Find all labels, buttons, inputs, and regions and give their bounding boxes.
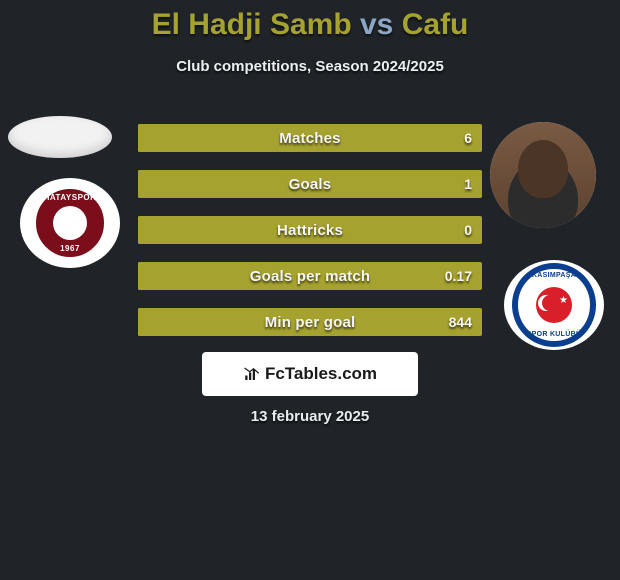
kasimpasa-badge: KASIMPAŞA SPOR KULÜBÜ bbox=[512, 263, 596, 347]
bar-value: 0 bbox=[464, 216, 472, 244]
page-title: El Hadji Samb vs Cafu bbox=[0, 0, 620, 42]
subtitle: Club competitions, Season 2024/2025 bbox=[0, 58, 620, 75]
chart-bars-icon bbox=[243, 365, 261, 383]
bar-value: 1 bbox=[464, 170, 472, 198]
player-photo-placeholder bbox=[490, 122, 596, 228]
watermark: FcTables.com bbox=[202, 352, 418, 396]
player1-name: El Hadji Samb bbox=[152, 8, 352, 41]
club2-name-top: KASIMPAŞA bbox=[518, 272, 590, 279]
bar-label: Min per goal bbox=[138, 308, 482, 336]
hatayspor-badge: HATAYSPOR 1967 bbox=[28, 181, 112, 265]
stat-bar: Matches6 bbox=[138, 124, 482, 152]
stat-bars: Matches6Goals1Hattricks0Goals per match0… bbox=[138, 124, 482, 354]
club1-year: 1967 bbox=[36, 244, 104, 253]
player2-club-badge: KASIMPAŞA SPOR KULÜBÜ bbox=[504, 260, 604, 350]
stat-bar: Goals1 bbox=[138, 170, 482, 198]
watermark-text: FcTables.com bbox=[265, 364, 377, 384]
club1-name: HATAYSPOR bbox=[36, 193, 104, 202]
player1-avatar bbox=[8, 116, 112, 158]
badge-inner-circle bbox=[53, 206, 87, 240]
stat-bar: Min per goal844 bbox=[138, 308, 482, 336]
player2-avatar bbox=[490, 122, 596, 228]
stat-bar: Goals per match0.17 bbox=[138, 262, 482, 290]
bar-label: Goals per match bbox=[138, 262, 482, 290]
bar-label: Goals bbox=[138, 170, 482, 198]
stat-bar: Hattricks0 bbox=[138, 216, 482, 244]
bar-label: Matches bbox=[138, 124, 482, 152]
player2-name: Cafu bbox=[402, 8, 469, 41]
footer-date: 13 february 2025 bbox=[0, 408, 620, 425]
vs-text: vs bbox=[360, 8, 393, 41]
turkish-flag-icon bbox=[536, 287, 572, 323]
bar-value: 844 bbox=[449, 308, 472, 336]
bar-value: 0.17 bbox=[445, 262, 472, 290]
player1-club-badge: HATAYSPOR 1967 bbox=[20, 178, 120, 268]
bar-value: 6 bbox=[464, 124, 472, 152]
bar-label: Hattricks bbox=[138, 216, 482, 244]
club2-name-bot: SPOR KULÜBÜ bbox=[518, 331, 590, 338]
